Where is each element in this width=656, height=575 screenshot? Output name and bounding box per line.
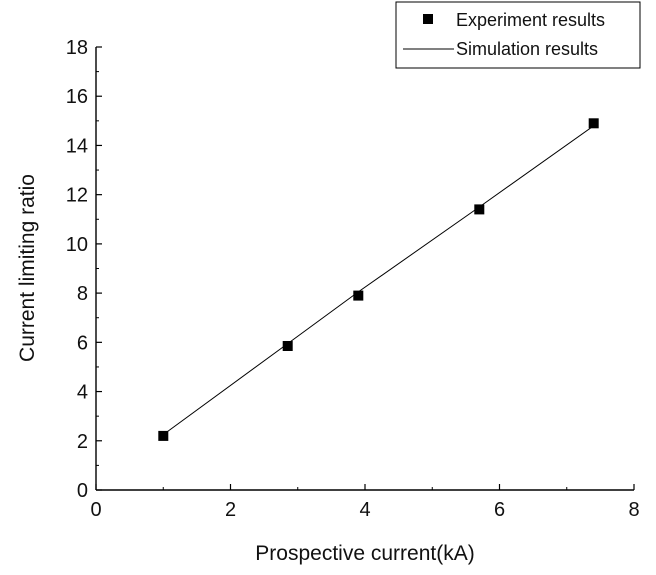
series-layer [158,118,599,441]
y-tick-label: 18 [66,37,88,59]
experiment-point [282,341,293,351]
legend-box [395,1,641,69]
x-axis-title: Prospective current(kA) [255,542,474,565]
legend: Experiment results Simulation results [395,1,641,69]
x-tick-label: 4 [359,499,370,521]
y-tick-label: 16 [66,86,88,108]
y-tick-label: 0 [77,480,88,502]
x-tick-label: 2 [225,499,236,521]
y-axis-ticks: 0 2 4 6 8 10 12 14 16 18 [66,37,102,502]
y-axis-title: Current limiting ratio [16,174,39,362]
x-tick-label: 6 [494,499,505,521]
y-tick-label: 14 [66,135,88,157]
x-tick-label: 0 [90,499,101,521]
y-tick-label: 4 [77,382,88,404]
experiment-point [588,118,599,129]
x-axis-ticks: 0 2 4 6 8 [90,484,640,521]
y-tick-label: 2 [77,431,88,453]
legend-label-experiment: Experiment results [456,10,605,30]
y-tick-label: 12 [66,185,88,207]
experiment-point [158,430,169,441]
y-tick-label: 10 [66,234,88,256]
plot-frame [95,47,634,491]
legend-marker-experiment [423,14,433,24]
experiment-point [353,290,364,301]
experiment-point [474,204,485,215]
y-tick-label: 8 [77,283,88,305]
legend-label-simulation: Simulation results [456,39,598,59]
simulation-line [163,125,594,436]
y-tick-label: 6 [77,332,88,354]
x-tick-label: 8 [628,499,639,521]
